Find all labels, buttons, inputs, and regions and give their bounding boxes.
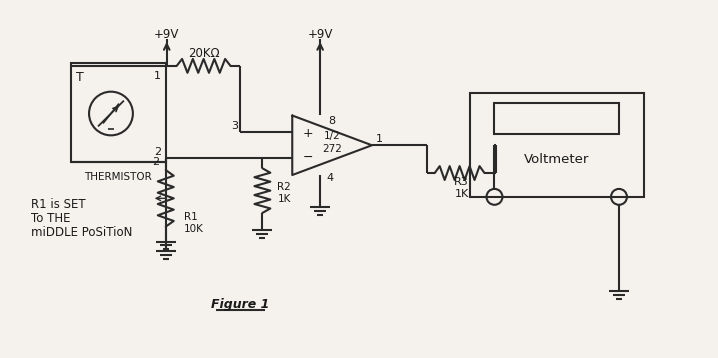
Text: 272: 272 [322, 144, 342, 154]
Text: 1: 1 [154, 71, 161, 81]
Text: 4: 4 [326, 173, 333, 183]
Text: 1: 1 [376, 134, 383, 144]
Text: −: − [302, 151, 313, 164]
Text: 20KΩ: 20KΩ [188, 48, 220, 61]
Text: 2: 2 [152, 157, 159, 167]
Text: +9V: +9V [154, 28, 180, 40]
Text: R2
1K: R2 1K [277, 182, 291, 204]
Text: To THE: To THE [32, 212, 71, 225]
Text: R1 is SET: R1 is SET [32, 198, 86, 211]
Text: THERMISTOR: THERMISTOR [84, 172, 151, 182]
Text: +: + [302, 127, 313, 140]
Text: miDDLE PoSiTioN: miDDLE PoSiTioN [32, 226, 133, 239]
Bar [71, 63, 166, 162]
Text: R3
1K: R3 1K [454, 177, 469, 199]
Text: 1/2: 1/2 [324, 131, 340, 141]
Bar [495, 103, 619, 134]
Text: T: T [76, 71, 84, 84]
Text: +9V: +9V [307, 28, 333, 40]
Text: 2: 2 [154, 147, 161, 157]
Text: Figure 1: Figure 1 [211, 297, 270, 310]
Bar [470, 93, 644, 197]
Text: 8: 8 [328, 116, 335, 126]
Text: 3: 3 [231, 121, 238, 131]
Text: R1
10K: R1 10K [184, 212, 204, 234]
Text: Voltmeter: Voltmeter [524, 153, 589, 166]
